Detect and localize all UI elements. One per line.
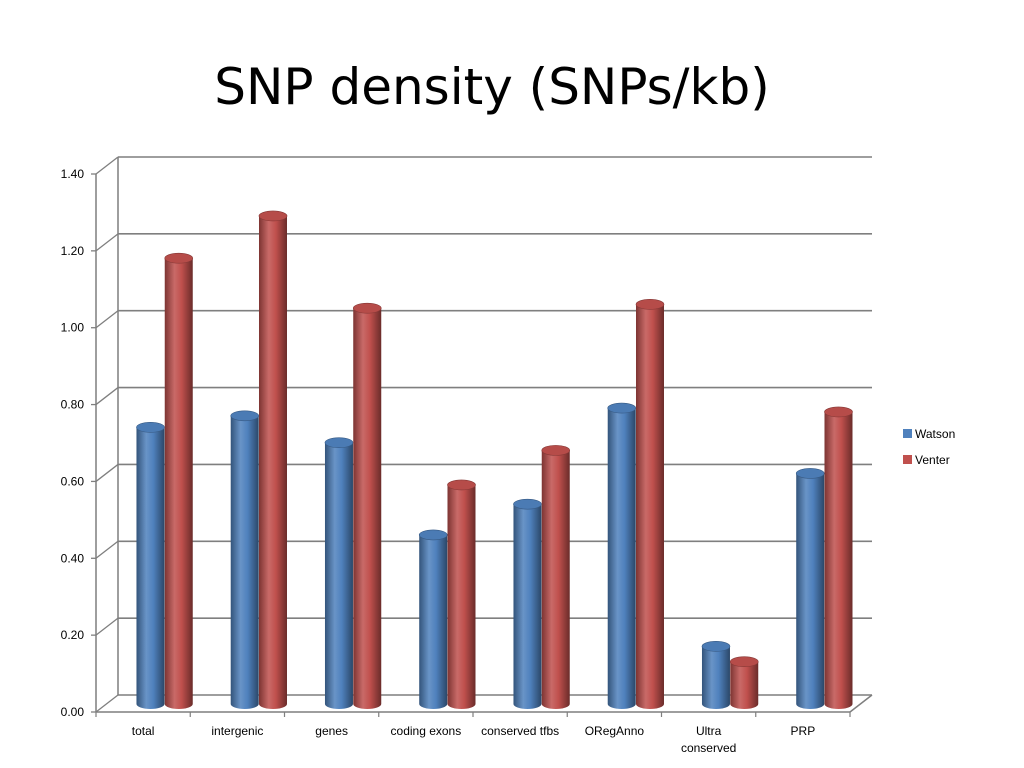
bar-top	[729, 656, 759, 668]
bar-body	[324, 442, 353, 709]
bar-venter	[635, 299, 665, 709]
bar-venter	[352, 302, 382, 709]
legend-swatch	[903, 429, 912, 438]
bar-top	[258, 210, 288, 222]
legend-label: Venter	[915, 453, 950, 467]
bar-body	[635, 304, 664, 709]
legend: Watson Venter	[903, 427, 955, 467]
bar-top	[447, 479, 476, 491]
x-category-label: intergenic	[211, 724, 263, 738]
bars	[136, 210, 853, 709]
gridline-side	[95, 463, 119, 482]
bar-watson	[230, 410, 260, 709]
bar-venter	[729, 656, 759, 709]
bar-watson	[607, 402, 637, 709]
x-category-label: total	[132, 724, 155, 738]
bar-venter	[447, 479, 476, 709]
bar-body	[353, 308, 382, 709]
bar-top	[795, 468, 825, 479]
chart-walls	[96, 157, 873, 713]
bar-body	[258, 215, 287, 709]
legend-swatch	[903, 455, 912, 464]
bar-venter	[541, 445, 571, 709]
gridline-side	[95, 387, 119, 406]
gridline-side	[95, 540, 119, 559]
legend-item-venter: Venter	[903, 453, 950, 467]
x-category-label: coding exons	[391, 724, 462, 738]
y-tick-label: 0.80	[61, 398, 85, 412]
y-tick-label: 0.20	[61, 628, 85, 642]
bar-top	[607, 402, 637, 414]
bar-body	[607, 408, 636, 709]
bar-watson	[795, 468, 825, 709]
floor-right-edge	[849, 694, 873, 713]
bar-watson	[701, 641, 731, 709]
bar-top	[541, 445, 571, 456]
gridline-side	[95, 310, 119, 329]
y-tick-label: 0.40	[61, 551, 85, 565]
slide-title: SNP density (SNPs/kb)	[214, 58, 770, 116]
bar-body	[419, 534, 448, 709]
y-tick-label: 1.20	[61, 244, 85, 258]
y-tick-label: 0.60	[61, 474, 85, 488]
bar-top	[230, 410, 260, 422]
bar-body	[824, 411, 853, 709]
bar-venter	[824, 406, 853, 709]
bar-venter	[258, 210, 288, 709]
y-tick-label: 1.00	[61, 321, 85, 335]
bar-top	[164, 252, 194, 264]
x-category-label: Ultra	[696, 724, 722, 738]
bar-watson	[136, 422, 165, 709]
bar-top	[701, 641, 731, 652]
gridline-side	[95, 156, 119, 175]
bar-watson	[324, 437, 354, 709]
bar-body	[136, 427, 165, 709]
bar-watson	[513, 498, 542, 709]
bar-top	[136, 422, 165, 433]
bar-body	[541, 450, 570, 709]
y-tick-label: 1.40	[61, 167, 85, 181]
gridline-side	[95, 617, 119, 636]
bar-top	[418, 529, 448, 541]
bar-body	[447, 484, 476, 709]
bar-body	[730, 661, 759, 709]
bar-top	[635, 299, 665, 310]
bar-body	[164, 258, 193, 709]
gridline-side	[95, 233, 119, 252]
bar-body	[513, 504, 542, 709]
bar-top	[352, 302, 382, 314]
y-axis: 0.00 0.20 0.40 0.60 0.80 1.00 1.20 1.40	[61, 167, 97, 719]
bar-top	[324, 437, 354, 448]
bar-body	[230, 415, 259, 709]
bar-body	[701, 646, 730, 709]
bar-body	[796, 473, 825, 709]
bar-watson	[418, 529, 448, 709]
x-axis: total intergenic genes coding exons conserve…	[95, 712, 851, 755]
gridlines	[95, 156, 872, 713]
legend-label: Watson	[915, 427, 955, 441]
legend-item-watson: Watson	[903, 427, 955, 441]
y-tick-label: 0.00	[61, 705, 85, 719]
x-category-label: genes	[315, 724, 348, 738]
bar-venter	[164, 252, 194, 709]
x-category-label: PRP	[791, 724, 816, 738]
x-category-label: conserved	[681, 741, 736, 755]
gridline-side	[95, 694, 119, 713]
bar-top	[513, 498, 542, 510]
bar-top	[824, 406, 853, 418]
x-category-label: conserved tfbs	[481, 724, 559, 738]
x-category-label: ORegAnno	[585, 724, 645, 738]
